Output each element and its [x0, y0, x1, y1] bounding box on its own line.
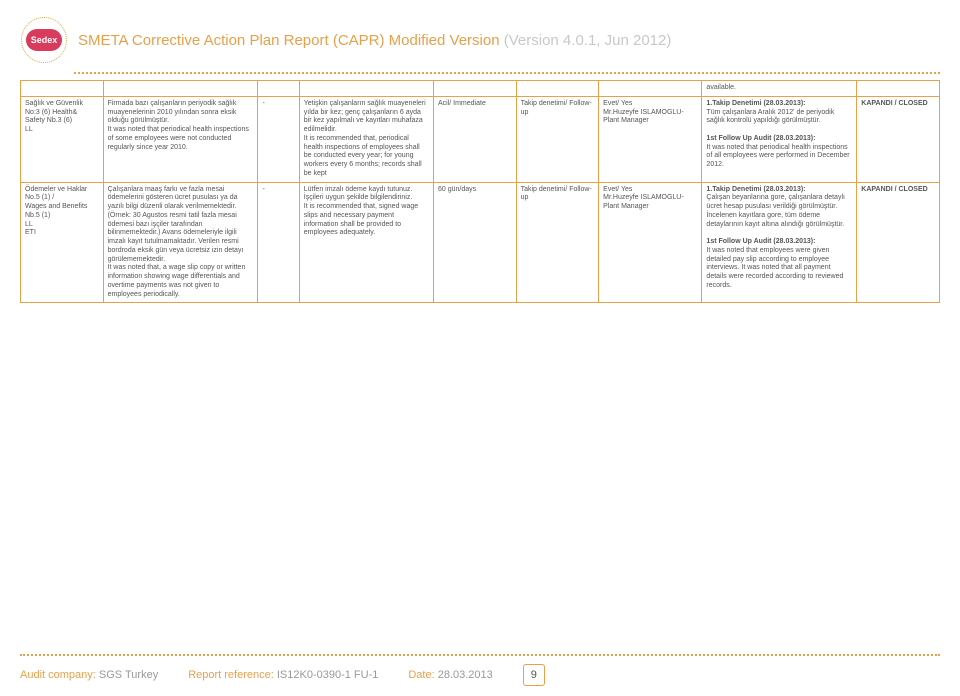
cell [258, 81, 299, 97]
cell-topic: Ödemeler ve Haklar No.5 (1) / Wages and … [21, 182, 104, 303]
cell-verification: Takip denetimi/ Follow-up [516, 96, 599, 182]
page-footer: Audit company: SGS Turkey Report referen… [20, 654, 940, 686]
sedex-logo: Sedex [20, 16, 68, 64]
followup-body: Çalışan beyanlarına gore, çalışanlara de… [706, 194, 845, 227]
followup-body-en: It was noted that employees were given d… [706, 247, 843, 289]
report-header: Sedex SMETA Corrective Action Plan Repor… [0, 0, 960, 72]
header-separator [74, 72, 940, 74]
date-label: Date: [408, 669, 434, 681]
followup-title-en: 1st Follow Up Audit (28.03.2013): [706, 238, 815, 245]
cell-recommendation: Lütfen imzalı ödeme kaydı tutunuz. İşçil… [299, 182, 433, 303]
report-reference: Report reference: IS12K0-0390-1 FU-1 [188, 669, 378, 681]
cell-responsible: Evet/ Yes Mr.Huzeyfe ISLAMOGLU- Plant Ma… [599, 182, 702, 303]
cell [599, 81, 702, 97]
cell-status: KAPANDI / CLOSED [857, 182, 940, 303]
title-version: (Version 4.0.1, Jun 2012) [504, 32, 672, 49]
cell [299, 81, 433, 97]
cell-finding: Firmada bazı çalışanların periyodik sağl… [103, 96, 258, 182]
footer-line: Audit company: SGS Turkey Report referen… [20, 664, 940, 686]
followup-body: Tüm çalışanlara Aralık 2012' de periyodi… [706, 109, 834, 125]
cell-timeframe: 60 gün/days [433, 182, 516, 303]
table-row: Ödemeler ve Haklar No.5 (1) / Wages and … [21, 182, 940, 303]
date-value: 28.03.2013 [438, 669, 493, 681]
cell-verification: Takip denetimi/ Follow-up [516, 182, 599, 303]
ref-value: IS12K0-0390-1 FU-1 [277, 669, 379, 681]
logo-text: Sedex [26, 29, 62, 51]
followup-title: 1.Takip Denetimi (28.03.2013): [706, 100, 805, 107]
followup-body-en: It was noted that periodical health insp… [706, 144, 849, 169]
report-date: Date: 28.03.2013 [408, 669, 492, 681]
cell-recommendation: Yetişkin çalışanların sağlık muayeneleri… [299, 96, 433, 182]
cell-dash: - [258, 182, 299, 303]
cell [516, 81, 599, 97]
cell-status: KAPANDI / CLOSED [857, 96, 940, 182]
table-row-continuation: available. [21, 81, 940, 97]
cell: available. [702, 81, 857, 97]
capr-table: available. Sağlık ve Güvenlik No:3 (6) H… [20, 80, 940, 303]
status-text: KAPANDI / CLOSED [861, 186, 927, 193]
footer-separator [20, 654, 940, 656]
cell-finding: Çalışanlara maaş farkı ve fazla mesai öd… [103, 182, 258, 303]
followup-title: 1.Takip Denetimi (28.03.2013): [706, 186, 805, 193]
cell [21, 81, 104, 97]
title-main: SMETA Corrective Action Plan Report (CAP… [78, 32, 500, 49]
audit-company: Audit company: SGS Turkey [20, 669, 158, 681]
cell-timeframe: Acil/ Immediate [433, 96, 516, 182]
capr-table-wrap: available. Sağlık ve Güvenlik No:3 (6) H… [0, 80, 960, 303]
table-row: Sağlık ve Güvenlik No:3 (6) Health& Safe… [21, 96, 940, 182]
audit-value: SGS Turkey [99, 669, 158, 681]
ref-label: Report reference: [188, 669, 274, 681]
cell [433, 81, 516, 97]
cell-topic: Sağlık ve Güvenlik No:3 (6) Health& Safe… [21, 96, 104, 182]
cell [857, 81, 940, 97]
status-text: KAPANDI / CLOSED [861, 100, 927, 107]
cell-followup: 1.Takip Denetimi (28.03.2013): Çalışan b… [702, 182, 857, 303]
cell [103, 81, 258, 97]
audit-label: Audit company: [20, 669, 96, 681]
cell-dash: - [258, 96, 299, 182]
cell-responsible: Evet/ Yes Mr.Huzeyfe ISLAMOGLU- Plant Ma… [599, 96, 702, 182]
page-number: 9 [523, 664, 545, 686]
report-title: SMETA Corrective Action Plan Report (CAP… [78, 32, 671, 49]
cell-followup: 1.Takip Denetimi (28.03.2013): Tüm çalış… [702, 96, 857, 182]
followup-title-en: 1st Follow Up Audit (28.03.2013): [706, 135, 815, 142]
